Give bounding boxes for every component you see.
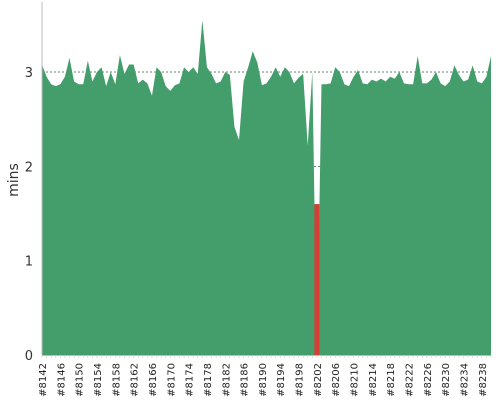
x-tick-label: #8222 bbox=[405, 363, 416, 397]
y-axis-label: mins bbox=[6, 163, 22, 197]
x-tick-label: #8226 bbox=[423, 363, 434, 397]
x-tick-label: #8238 bbox=[478, 363, 489, 397]
x-tick-label: #8150 bbox=[75, 363, 86, 397]
y-tick-label: 1 bbox=[25, 255, 33, 270]
highlight-bar bbox=[314, 204, 320, 355]
x-tick-label: #8194 bbox=[276, 363, 287, 397]
x-tick-label: #8218 bbox=[386, 363, 397, 397]
x-tick-label: #8202 bbox=[313, 363, 324, 397]
x-tick-label: #8234 bbox=[460, 363, 471, 397]
x-tick-label: #8186 bbox=[240, 363, 251, 397]
x-tick-label: #8210 bbox=[350, 363, 361, 397]
x-tick-label: #8166 bbox=[148, 363, 159, 397]
x-tick-label: #8142 bbox=[38, 363, 49, 397]
x-tick-label: #8206 bbox=[331, 363, 342, 397]
x-tick-labels: #8142 #8146 #8150 #8154 #8158 #8162 #8166 #8170… bbox=[38, 363, 489, 397]
x-tick-label: #8230 bbox=[441, 363, 452, 397]
x-tick-label: #8190 bbox=[258, 363, 269, 397]
x-tick-label: #8198 bbox=[295, 363, 306, 397]
axes bbox=[41, 2, 492, 358]
x-tick-label: #8178 bbox=[203, 363, 214, 397]
y-tick-labels: 0 1 2 3 bbox=[25, 66, 33, 364]
area-series bbox=[42, 20, 491, 356]
x-tick-label: #8162 bbox=[130, 363, 141, 397]
x-tick-label: #8214 bbox=[368, 363, 379, 397]
x-tick-label: #8146 bbox=[56, 363, 67, 397]
x-tick-label: #8158 bbox=[111, 363, 122, 397]
x-tick-label: #8174 bbox=[185, 363, 196, 397]
x-tick-label: #8170 bbox=[166, 363, 177, 397]
y-tick-label: 2 bbox=[25, 160, 33, 175]
x-tick-label: #8154 bbox=[93, 363, 104, 397]
y-tick-label: 0 bbox=[25, 349, 33, 364]
x-tick-label: #8182 bbox=[221, 363, 232, 397]
series-area bbox=[42, 20, 491, 356]
y-tick-label: 3 bbox=[25, 66, 33, 81]
